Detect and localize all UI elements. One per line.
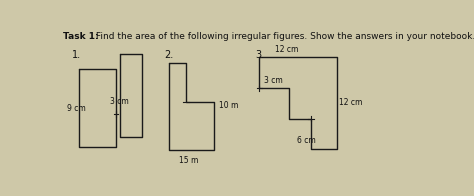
Text: 3 cm: 3 cm [110, 97, 129, 106]
Text: Task 1:: Task 1: [63, 32, 99, 41]
Text: 12 cm: 12 cm [274, 45, 298, 54]
Text: 15 m: 15 m [179, 156, 198, 165]
Text: 9 cm: 9 cm [67, 103, 86, 113]
Text: 3.: 3. [256, 50, 265, 60]
Text: 1.: 1. [72, 50, 81, 60]
Text: 12 cm: 12 cm [339, 98, 363, 107]
Text: 10 m: 10 m [219, 101, 238, 110]
Text: 3 cm: 3 cm [264, 76, 283, 85]
Text: 2.: 2. [164, 50, 173, 60]
Text: Find the area of the following irregular figures. Show the answers in your noteb: Find the area of the following irregular… [93, 32, 474, 41]
Text: 6 cm: 6 cm [297, 136, 316, 145]
